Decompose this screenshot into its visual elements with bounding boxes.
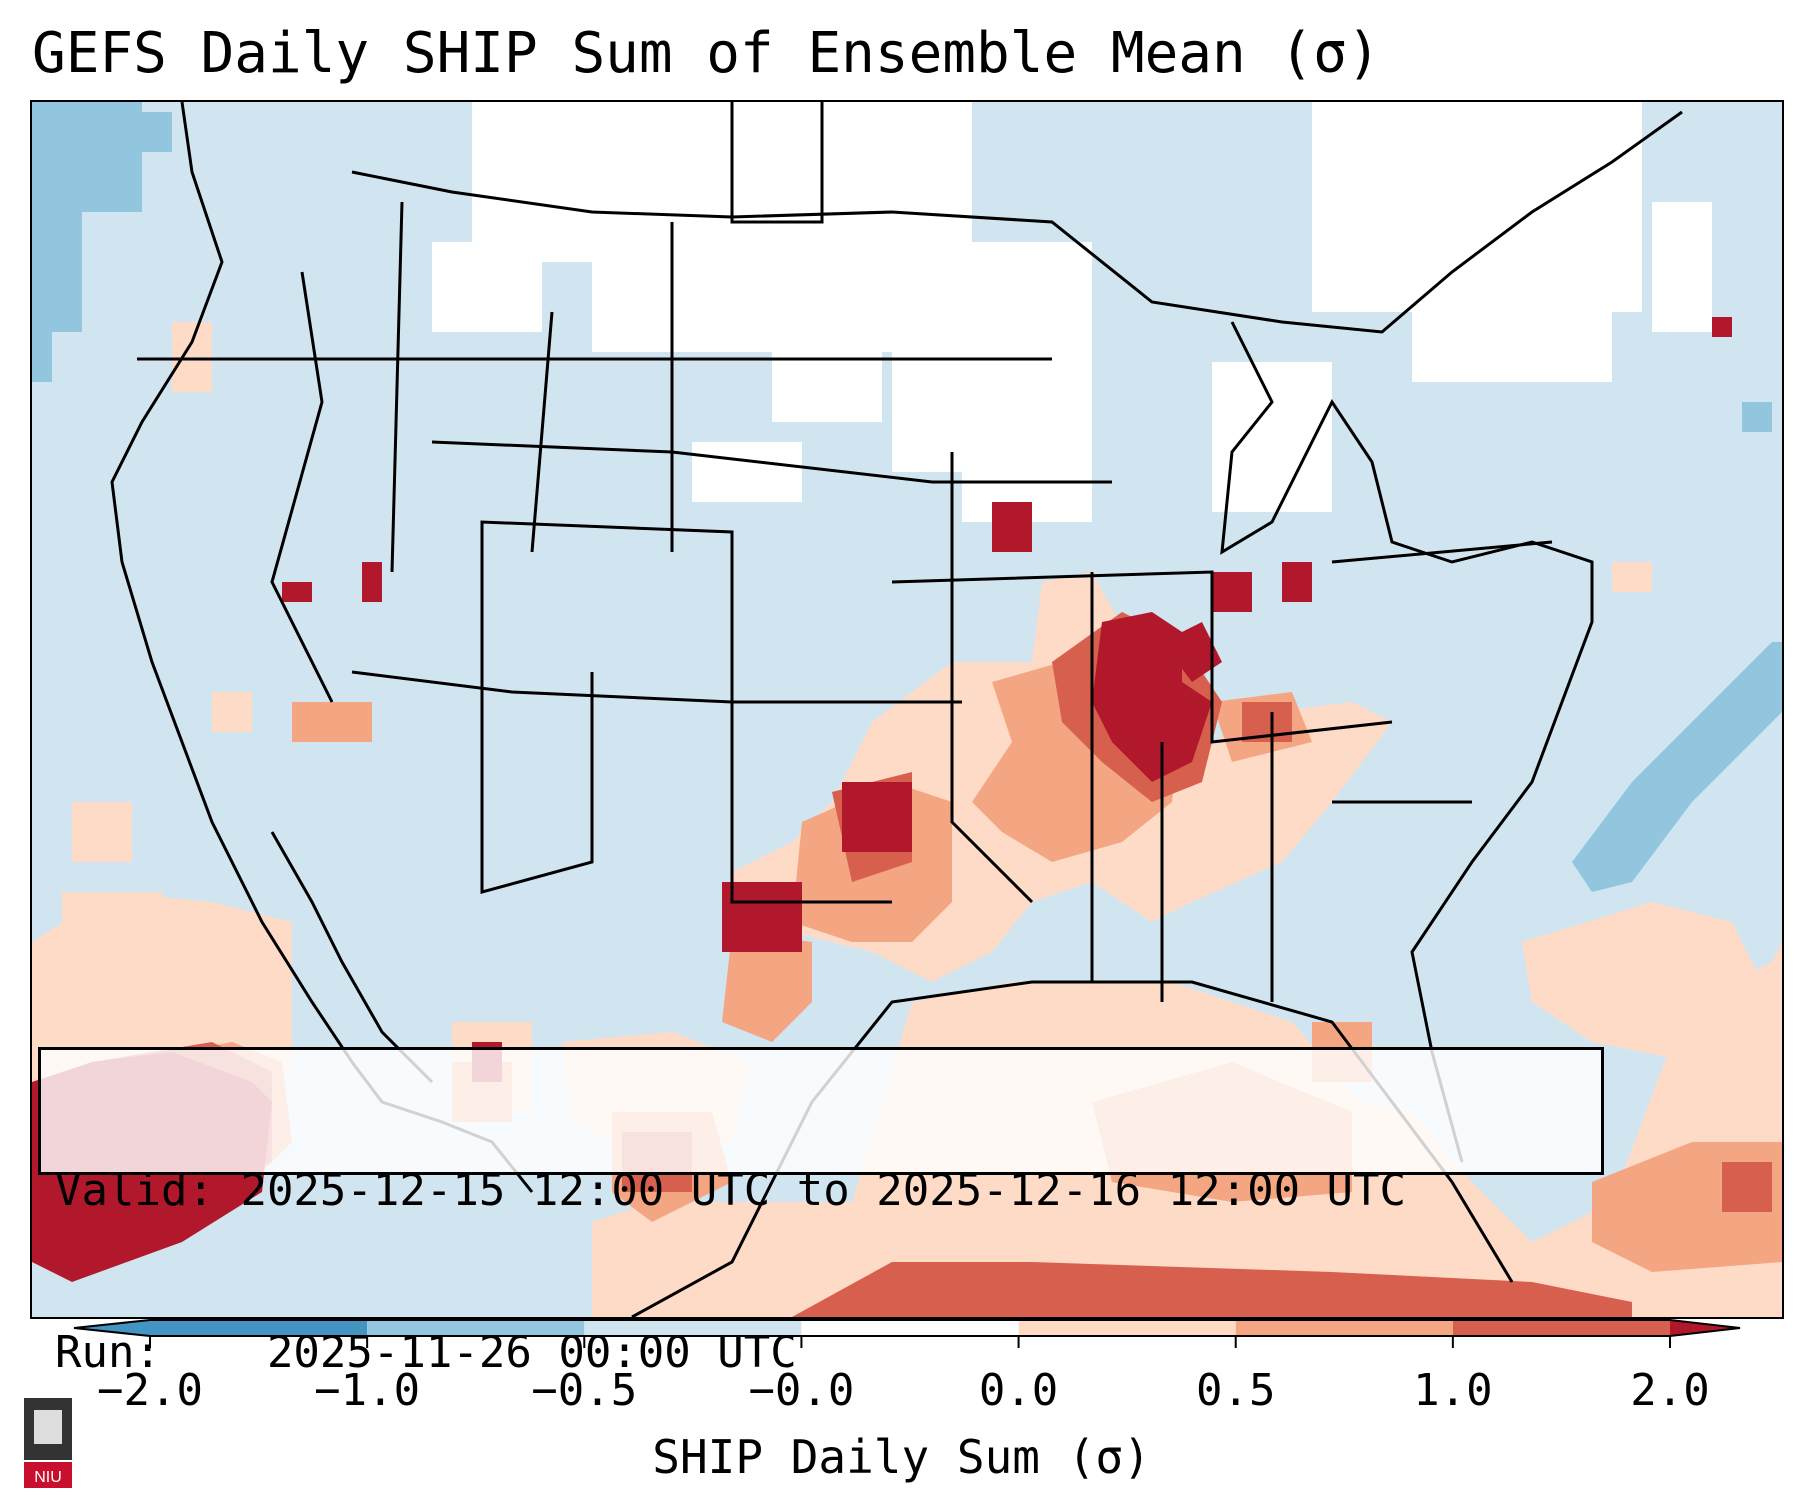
colorbar-bin [584, 1320, 802, 1336]
colorbar-tick-label: −1.0 [314, 1365, 421, 1416]
niu-logo: NIU [24, 1398, 72, 1488]
colorbar-tick-label: −0.5 [531, 1365, 638, 1416]
colorbar-bin [150, 1320, 368, 1336]
colorbar-bin [801, 1320, 1019, 1336]
colorbar-extend-low [74, 1320, 150, 1336]
logo-text: NIU [34, 1469, 62, 1486]
colorbar-ticks [149, 1336, 1671, 1348]
colorbar-tick-label: −2.0 [97, 1365, 203, 1416]
colorbar-tick-label: 0.0 [978, 1365, 1059, 1416]
valid-row: Valid: 2025-12-15 12:00 UTC to 2025-12-1… [55, 1164, 1587, 1218]
colorbar-tick-label: −0.0 [748, 1365, 855, 1416]
colorbar-label: SHIP Daily Sum (σ) [652, 1430, 1151, 1484]
colorbar-tick-label: 1.0 [1413, 1365, 1493, 1416]
colorbar [73, 1319, 1741, 1348]
colorbar-tick-label: 0.5 [1195, 1365, 1276, 1416]
valid-label: Valid: [55, 1165, 214, 1216]
colorbar-bin [1235, 1320, 1453, 1336]
map-title: GEFS Daily SHIP Sum of Ensemble Mean (σ) [32, 21, 1381, 86]
neutral-white-regions [432, 102, 1712, 522]
colorbar-tick-label: 2.0 [1630, 1365, 1710, 1416]
logo-banner [24, 1462, 72, 1488]
colorbar-bins [74, 1320, 1740, 1336]
colorbar-bin [1452, 1320, 1670, 1336]
validity-info-box: Valid: 2025-12-15 12:00 UTC to 2025-12-1… [38, 1047, 1604, 1378]
colorbar-bin [1018, 1320, 1236, 1336]
negative-anomaly-regions [32, 102, 1782, 892]
colorbar-bin [367, 1320, 585, 1336]
colorbar-extend-high [1670, 1320, 1740, 1336]
valid-value: 2025-12-15 12:00 UTC to 2025-12-16 12:00… [240, 1165, 1407, 1216]
